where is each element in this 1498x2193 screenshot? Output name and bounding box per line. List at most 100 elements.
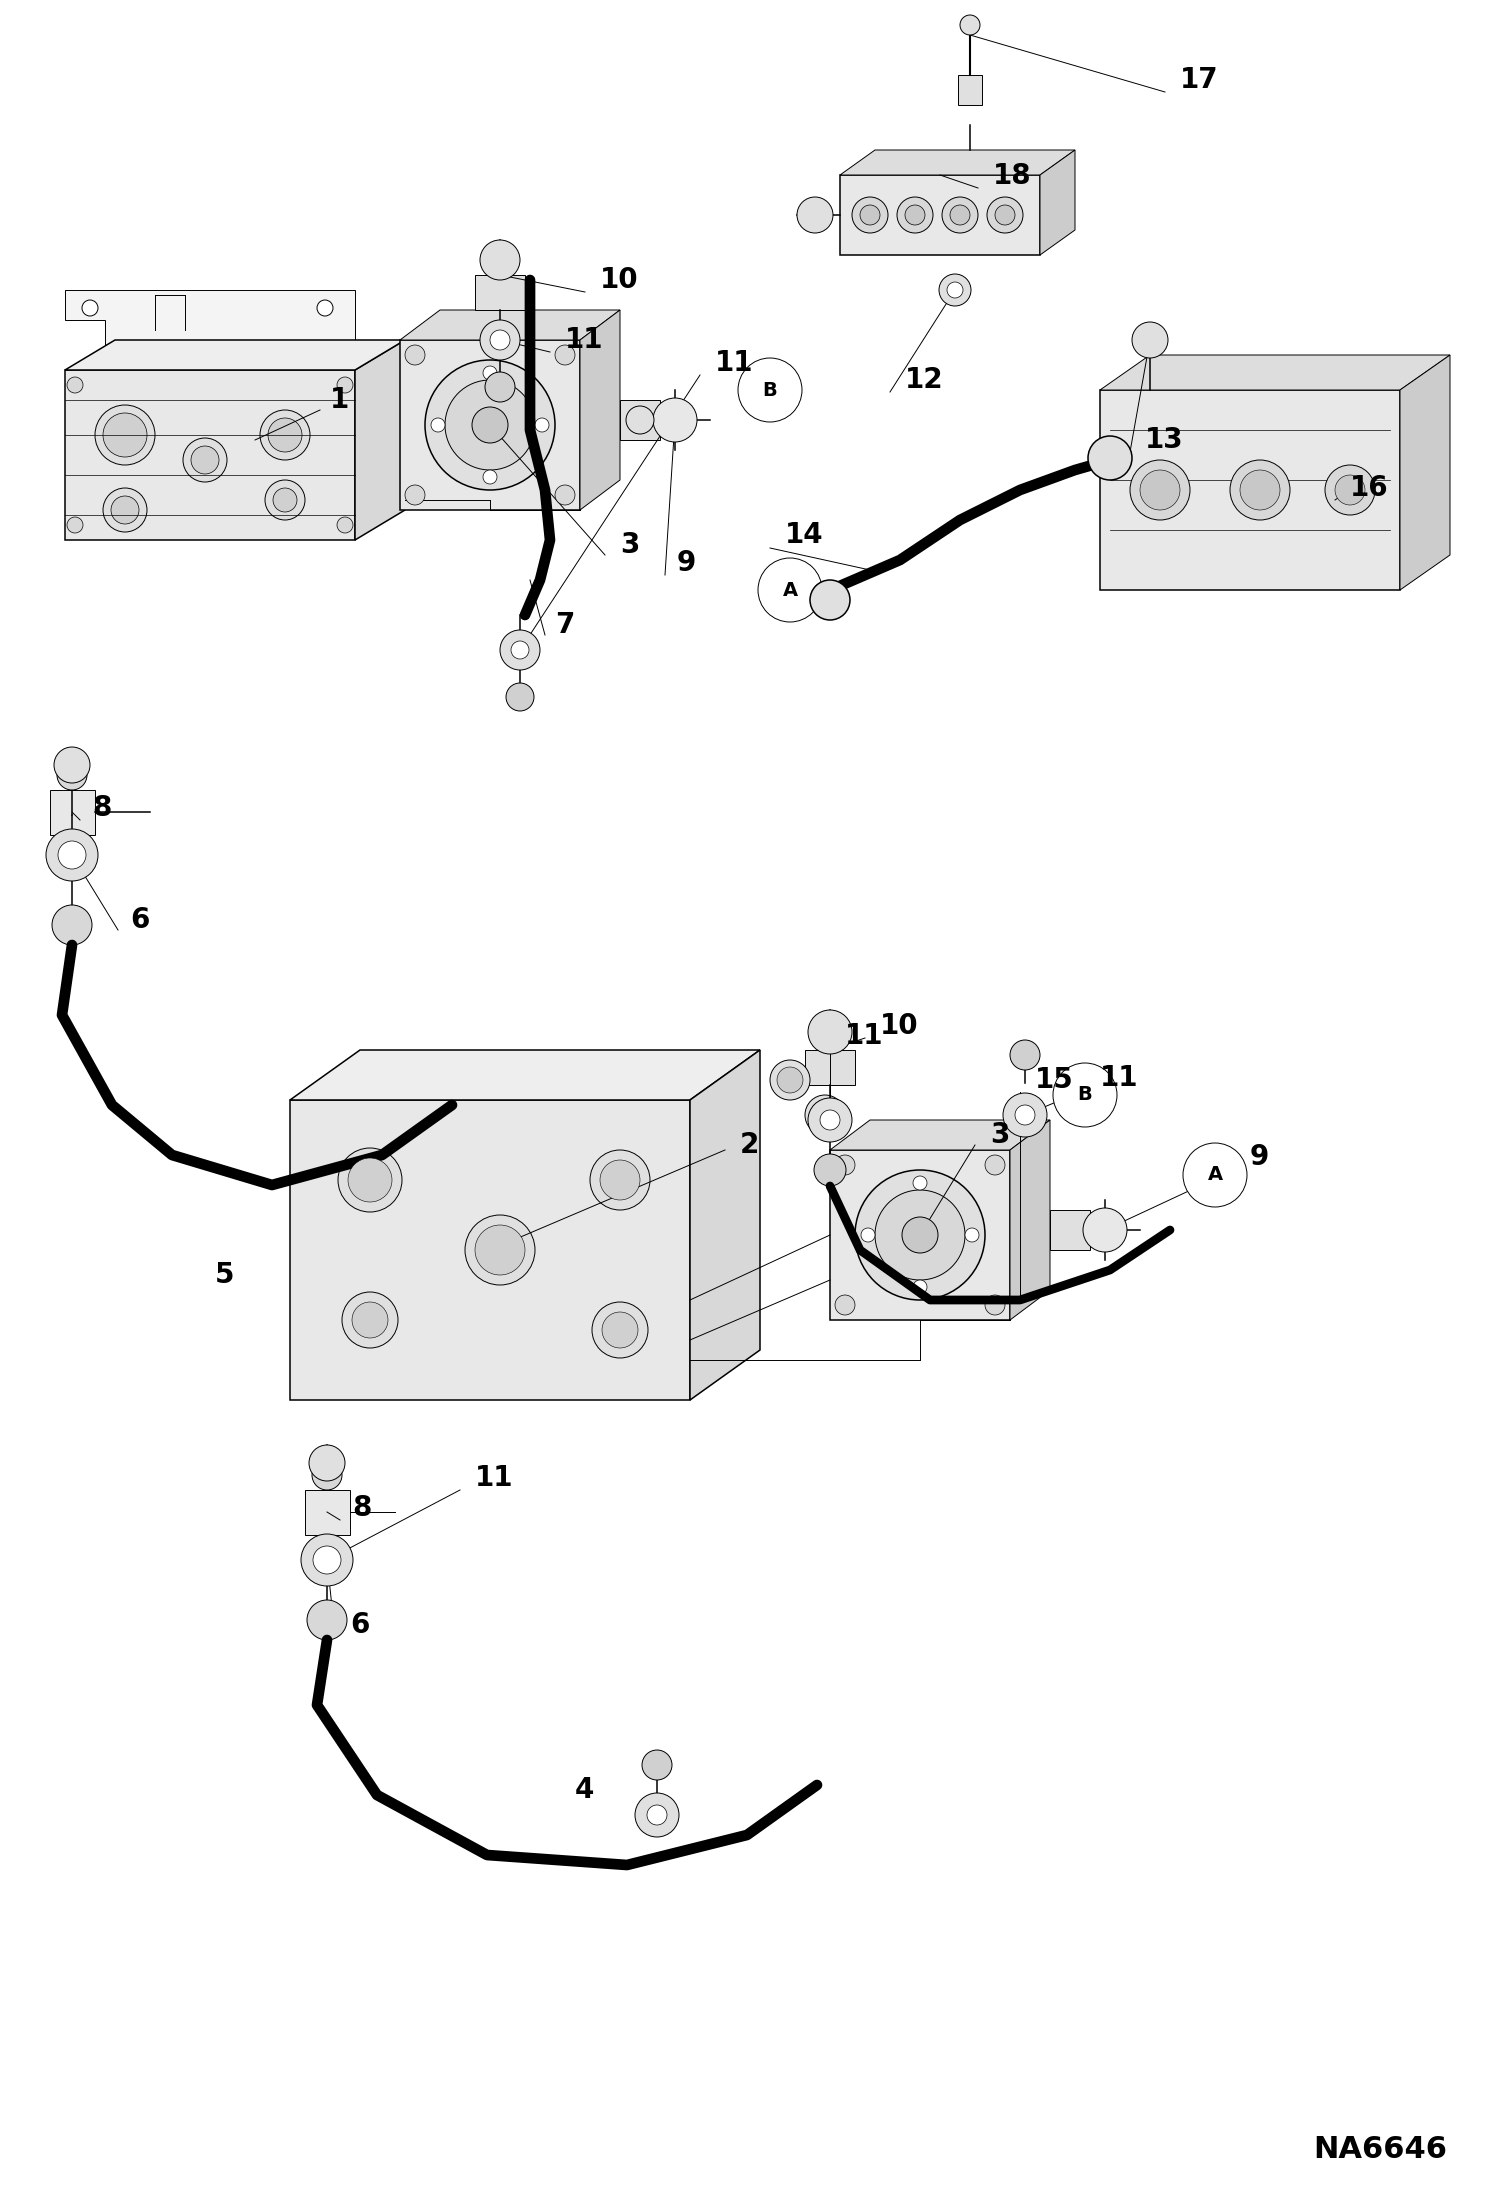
Circle shape bbox=[807, 1099, 852, 1143]
Text: 9: 9 bbox=[677, 548, 697, 577]
Circle shape bbox=[905, 204, 924, 226]
Polygon shape bbox=[1401, 355, 1450, 590]
Circle shape bbox=[1326, 465, 1375, 515]
Circle shape bbox=[875, 1191, 965, 1281]
Circle shape bbox=[592, 1303, 649, 1357]
Text: 9: 9 bbox=[1249, 1143, 1269, 1171]
Circle shape bbox=[485, 373, 515, 401]
Circle shape bbox=[479, 320, 520, 360]
Circle shape bbox=[309, 1445, 345, 1480]
Circle shape bbox=[554, 485, 575, 504]
Circle shape bbox=[273, 489, 297, 511]
Circle shape bbox=[445, 379, 535, 469]
Circle shape bbox=[897, 197, 933, 232]
Polygon shape bbox=[291, 1050, 759, 1101]
Polygon shape bbox=[840, 175, 1040, 254]
Circle shape bbox=[261, 410, 310, 461]
Circle shape bbox=[950, 204, 971, 226]
Circle shape bbox=[312, 1461, 342, 1489]
Text: 10: 10 bbox=[879, 1011, 918, 1039]
Text: 18: 18 bbox=[993, 162, 1032, 191]
Circle shape bbox=[103, 412, 147, 456]
Circle shape bbox=[626, 406, 655, 434]
Text: B: B bbox=[762, 382, 777, 399]
Circle shape bbox=[960, 15, 980, 35]
Polygon shape bbox=[64, 371, 355, 539]
Circle shape bbox=[183, 439, 228, 482]
Bar bbox=[620, 399, 661, 441]
Polygon shape bbox=[1100, 355, 1450, 390]
Bar bbox=[49, 789, 94, 836]
Circle shape bbox=[490, 329, 509, 351]
Circle shape bbox=[404, 485, 425, 504]
Circle shape bbox=[1140, 469, 1180, 511]
Circle shape bbox=[425, 360, 554, 489]
Bar bbox=[804, 1050, 855, 1086]
Polygon shape bbox=[355, 340, 404, 539]
Circle shape bbox=[268, 419, 303, 452]
Polygon shape bbox=[400, 309, 620, 340]
Text: 11: 11 bbox=[565, 327, 604, 353]
Circle shape bbox=[192, 445, 219, 474]
Circle shape bbox=[67, 518, 82, 533]
Text: 11: 11 bbox=[475, 1465, 514, 1491]
Text: 10: 10 bbox=[601, 265, 638, 294]
Circle shape bbox=[653, 397, 697, 443]
Text: NA6646: NA6646 bbox=[1314, 2136, 1447, 2164]
Circle shape bbox=[103, 489, 147, 533]
Text: 4: 4 bbox=[575, 1776, 595, 1805]
Polygon shape bbox=[580, 309, 620, 511]
Text: 6: 6 bbox=[130, 906, 150, 934]
Circle shape bbox=[54, 748, 90, 783]
Circle shape bbox=[1010, 1039, 1040, 1070]
Bar bbox=[306, 1489, 351, 1535]
Circle shape bbox=[1240, 469, 1279, 511]
Circle shape bbox=[986, 1156, 1005, 1175]
Circle shape bbox=[855, 1171, 986, 1300]
Text: 16: 16 bbox=[1350, 474, 1389, 502]
Text: 11: 11 bbox=[715, 349, 753, 377]
Circle shape bbox=[739, 357, 801, 421]
Circle shape bbox=[1132, 322, 1168, 357]
Circle shape bbox=[348, 1158, 392, 1202]
Text: A: A bbox=[782, 581, 797, 599]
Circle shape bbox=[812, 1103, 837, 1127]
Polygon shape bbox=[400, 340, 580, 511]
Bar bbox=[1050, 1211, 1091, 1250]
Polygon shape bbox=[64, 289, 355, 371]
Circle shape bbox=[337, 377, 354, 393]
Circle shape bbox=[635, 1794, 679, 1838]
Circle shape bbox=[807, 1011, 852, 1055]
Circle shape bbox=[554, 344, 575, 364]
Circle shape bbox=[986, 1296, 1005, 1316]
Circle shape bbox=[834, 1156, 855, 1175]
Polygon shape bbox=[830, 1121, 1050, 1149]
Text: 13: 13 bbox=[1144, 425, 1183, 454]
Text: 12: 12 bbox=[905, 366, 944, 395]
Circle shape bbox=[819, 1110, 840, 1129]
Circle shape bbox=[301, 1533, 354, 1586]
Text: 1: 1 bbox=[330, 386, 349, 414]
Text: 7: 7 bbox=[554, 612, 574, 638]
Circle shape bbox=[939, 274, 971, 307]
Text: 15: 15 bbox=[1035, 1066, 1074, 1094]
Polygon shape bbox=[1040, 149, 1076, 254]
Bar bbox=[959, 75, 983, 105]
Circle shape bbox=[404, 344, 425, 364]
Circle shape bbox=[777, 1068, 803, 1092]
Circle shape bbox=[804, 1094, 845, 1136]
Text: 8: 8 bbox=[352, 1493, 372, 1522]
Text: B: B bbox=[1077, 1086, 1092, 1105]
Circle shape bbox=[1053, 1064, 1118, 1127]
Circle shape bbox=[111, 496, 139, 524]
Text: A: A bbox=[1207, 1164, 1222, 1184]
Polygon shape bbox=[64, 340, 404, 371]
Polygon shape bbox=[291, 1101, 691, 1399]
Circle shape bbox=[506, 682, 533, 711]
Circle shape bbox=[902, 1217, 938, 1252]
Circle shape bbox=[1183, 1143, 1246, 1206]
Circle shape bbox=[265, 480, 306, 520]
Circle shape bbox=[797, 197, 833, 232]
Text: 6: 6 bbox=[351, 1612, 370, 1638]
Circle shape bbox=[337, 518, 354, 533]
